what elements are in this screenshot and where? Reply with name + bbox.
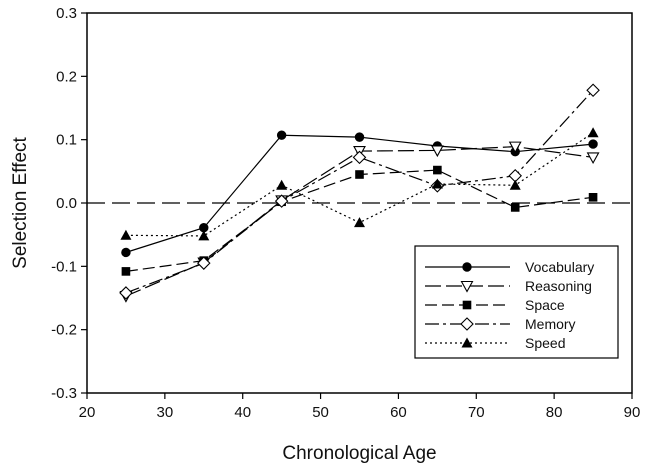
legend-item-vocabulary: Vocabulary <box>425 259 594 275</box>
data-point-space <box>510 203 520 212</box>
x-tick-label: 50 <box>312 404 329 421</box>
data-point-speed <box>509 179 521 190</box>
legend-item-reasoning: Reasoning <box>425 278 592 294</box>
data-point-speed <box>198 230 210 241</box>
y-tick-label: -0.3 <box>51 385 77 402</box>
legend-item-space: Space <box>425 297 565 313</box>
data-point-memory <box>586 83 600 98</box>
x-tick-label: 90 <box>624 404 641 421</box>
series-vocabulary <box>121 130 598 258</box>
legend-label-vocabulary: Vocabulary <box>525 259 594 275</box>
x-tick-label: 30 <box>157 404 174 421</box>
y-axis-title: Selection Effect <box>10 136 31 268</box>
axis-ticks-group: 20 30 40 50 60 70 80 90 -0.3 -0.2 -0.1 0.0 0.1 0.2 0.3 <box>51 5 640 421</box>
legend-marker-speed <box>461 337 473 348</box>
data-point-vocabulary <box>354 132 365 142</box>
data-point-space <box>588 193 598 202</box>
y-tick-label: 0.2 <box>56 68 77 85</box>
legend-label-space: Space <box>525 297 565 313</box>
data-point-reasoning <box>586 152 600 165</box>
x-tick-label: 80 <box>546 404 563 421</box>
y-tick-label: 0.3 <box>56 5 77 22</box>
data-point-space <box>433 165 442 175</box>
legend-marker-memory <box>460 317 474 331</box>
legend-label-speed: Speed <box>525 335 565 351</box>
y-tick-label: -0.1 <box>51 258 77 275</box>
legend-marker-space <box>462 300 472 310</box>
data-point-space <box>355 170 364 179</box>
series-group <box>119 83 600 303</box>
data-point-memory <box>197 256 211 270</box>
legend-marker-reasoning <box>460 280 474 293</box>
legend-label-reasoning: Reasoning <box>525 278 592 294</box>
legend-item-speed: Speed <box>425 335 565 351</box>
data-point-memory <box>119 286 133 300</box>
legend-marker-vocabulary <box>462 262 472 272</box>
data-point-speed <box>587 127 599 138</box>
data-point-space <box>121 267 131 276</box>
data-point-speed <box>354 217 365 228</box>
data-point-reasoning <box>430 145 444 158</box>
data-point-reasoning <box>508 141 522 154</box>
x-tick-label: 70 <box>468 404 485 421</box>
data-point-vocabulary <box>588 139 598 149</box>
legend-box <box>414 245 619 359</box>
y-tick-label: 0.1 <box>56 132 77 149</box>
data-point-vocabulary <box>276 130 287 140</box>
legend-label-memory: Memory <box>525 316 576 332</box>
x-axis-title: Chronological Age <box>282 443 436 464</box>
data-point-memory <box>274 194 289 208</box>
x-tick-label: 40 <box>234 404 251 421</box>
data-point-speed <box>276 179 288 190</box>
y-tick-label: -0.2 <box>51 322 77 339</box>
x-tick-label: 20 <box>79 404 96 421</box>
x-tick-label: 60 <box>390 404 407 421</box>
legend-item-memory: Memory <box>425 316 576 332</box>
series-speed <box>120 127 599 241</box>
data-point-speed <box>431 178 443 189</box>
data-point-vocabulary <box>121 247 131 258</box>
data-point-memory <box>352 150 367 165</box>
legend: Vocabulary Reasoning Space Memory Speed <box>414 245 619 359</box>
data-point-speed <box>120 229 132 240</box>
series-memory <box>119 83 600 300</box>
y-tick-label: 0.0 <box>56 195 77 212</box>
